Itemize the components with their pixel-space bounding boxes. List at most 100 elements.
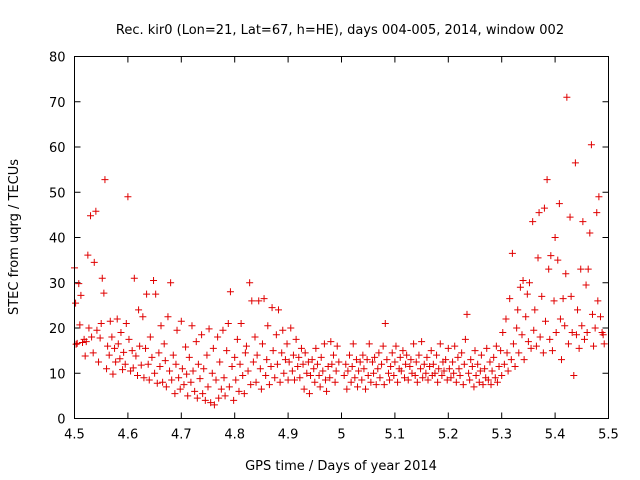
data-point: [582, 281, 590, 289]
y-tick-label: 70: [49, 96, 66, 111]
data-point: [519, 276, 527, 284]
data-point: [391, 358, 399, 366]
data-point: [267, 362, 275, 370]
data-point: [444, 344, 452, 352]
data-point: [468, 362, 476, 370]
data-point: [343, 385, 351, 393]
data-point: [570, 372, 578, 380]
data-point: [509, 340, 517, 348]
data-point: [294, 362, 302, 370]
x-tick-label: 4.6: [118, 428, 139, 443]
data-point: [397, 367, 405, 375]
data-point: [492, 342, 500, 350]
data-point: [180, 381, 188, 389]
data-point: [301, 349, 309, 357]
data-point: [380, 381, 388, 389]
data-point: [579, 218, 587, 226]
data-point: [335, 358, 343, 366]
data-point: [246, 279, 254, 287]
data-point: [563, 93, 571, 101]
data-point: [177, 317, 185, 325]
data-point: [591, 324, 599, 332]
data-point: [568, 329, 576, 337]
data-point: [352, 356, 360, 364]
data-point: [89, 349, 97, 357]
data-point: [546, 335, 554, 343]
data-point: [495, 362, 503, 370]
data-point: [524, 338, 532, 346]
data-point: [406, 362, 414, 370]
data-point: [79, 338, 87, 346]
data-point: [399, 347, 407, 355]
data-point: [599, 331, 607, 339]
data-point: [436, 340, 444, 348]
data-point: [529, 218, 537, 226]
data-point: [160, 340, 168, 348]
x-tick-label: 5.2: [438, 428, 459, 443]
data-point: [477, 351, 485, 359]
data-point: [142, 344, 150, 352]
data-point: [185, 353, 193, 361]
data-point: [235, 387, 243, 395]
x-tick-label: 4.5: [64, 428, 85, 443]
data-point: [240, 390, 248, 398]
data-point: [574, 306, 582, 314]
data-point: [411, 372, 419, 380]
data-point: [90, 258, 98, 266]
data-point: [333, 342, 341, 350]
data-point: [368, 358, 376, 366]
data-point: [348, 362, 356, 370]
data-point: [117, 329, 125, 337]
data-point: [228, 362, 236, 370]
data-point: [120, 348, 128, 356]
data-point: [162, 383, 170, 391]
data-point: [410, 340, 418, 348]
data-point: [586, 229, 594, 237]
data-point: [103, 365, 111, 373]
data-point: [96, 334, 104, 342]
data-point: [169, 351, 177, 359]
data-point: [317, 353, 325, 361]
data-point: [216, 358, 224, 366]
data-point: [433, 351, 441, 359]
data-point: [372, 381, 380, 389]
data-point: [178, 365, 186, 373]
data-point: [247, 381, 255, 389]
x-tick-label: 5.5: [598, 428, 619, 443]
data-point: [75, 280, 83, 288]
data-point: [447, 374, 455, 382]
data-point: [452, 378, 460, 386]
data-point: [593, 209, 601, 217]
data-point: [466, 376, 474, 384]
data-point: [370, 369, 378, 377]
data-point: [450, 369, 458, 377]
data-point: [442, 356, 450, 364]
data-point: [175, 374, 183, 382]
data-point: [543, 176, 551, 184]
data-point: [401, 374, 409, 382]
data-point: [403, 351, 411, 359]
data-point: [136, 342, 144, 350]
data-point: [375, 349, 383, 357]
plot-frame: [74, 56, 609, 419]
data-point: [304, 358, 312, 366]
data-point: [545, 265, 553, 273]
data-point: [523, 290, 531, 298]
data-point: [346, 351, 354, 359]
data-point: [191, 387, 199, 395]
data-point: [525, 279, 533, 287]
data-point: [326, 374, 334, 382]
data-point: [470, 383, 478, 391]
data-point: [130, 274, 138, 282]
data-point: [200, 365, 208, 373]
data-point: [255, 297, 263, 305]
data-point: [532, 342, 540, 350]
y-tick-label: 30: [49, 277, 66, 292]
data-point: [171, 390, 179, 398]
data-point: [567, 292, 575, 300]
data-point: [264, 322, 272, 330]
data-point: [305, 390, 313, 398]
data-point: [413, 378, 421, 386]
data-point: [383, 356, 391, 364]
data-point: [367, 378, 375, 386]
